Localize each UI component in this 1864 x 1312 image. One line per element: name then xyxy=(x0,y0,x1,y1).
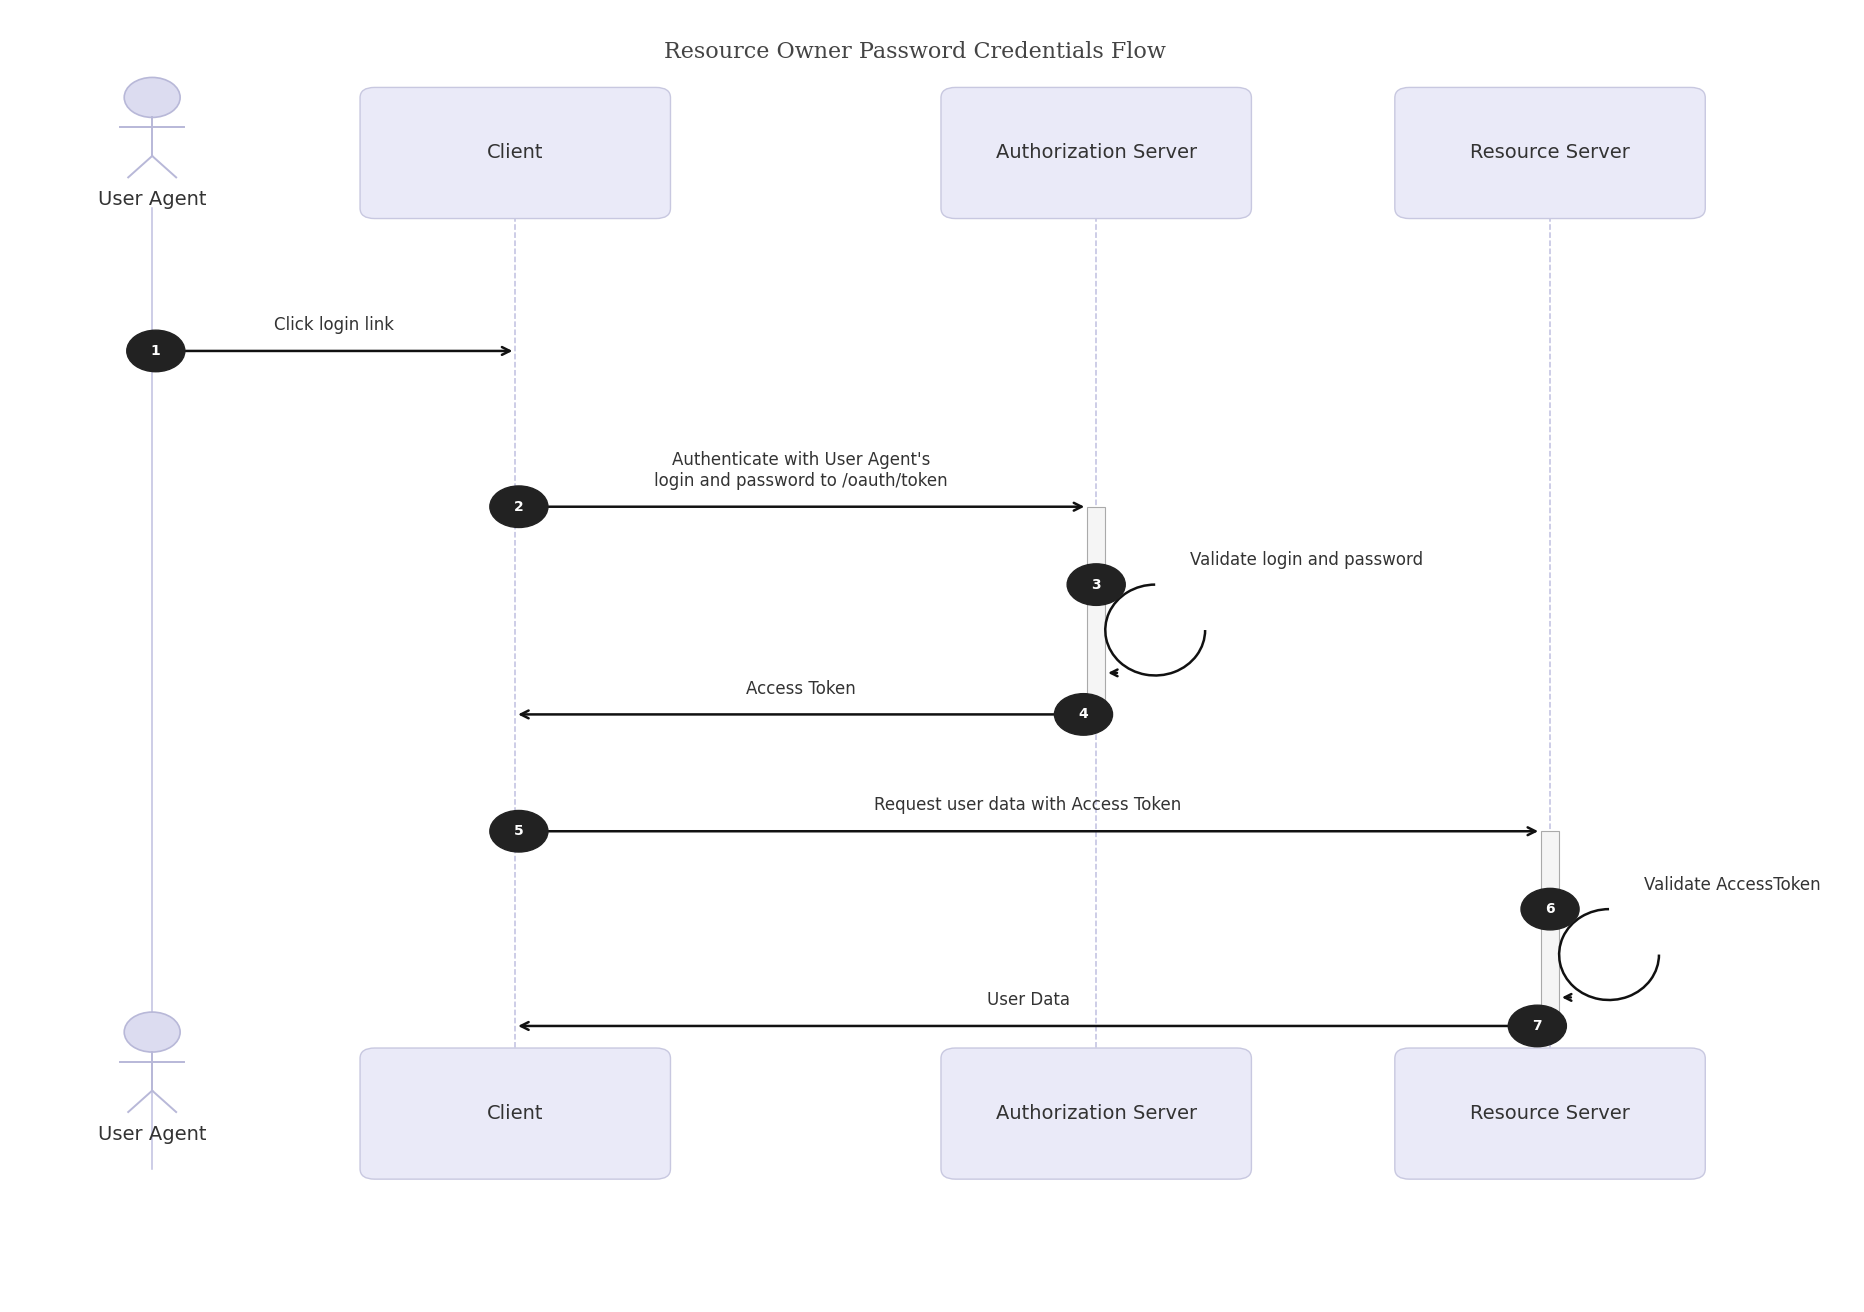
Circle shape xyxy=(125,77,181,117)
Text: Authorization Server: Authorization Server xyxy=(995,143,1197,163)
Circle shape xyxy=(490,485,548,527)
Circle shape xyxy=(1508,1005,1566,1047)
Text: User Agent: User Agent xyxy=(99,1124,207,1144)
FancyBboxPatch shape xyxy=(941,88,1251,219)
Text: Request user data with Access Token: Request user data with Access Token xyxy=(874,796,1182,815)
Text: Validate AccessToken: Validate AccessToken xyxy=(1644,875,1821,893)
FancyBboxPatch shape xyxy=(360,1048,671,1179)
FancyBboxPatch shape xyxy=(360,88,671,219)
FancyBboxPatch shape xyxy=(941,1048,1251,1179)
Circle shape xyxy=(1055,694,1113,735)
Bar xyxy=(1542,832,1558,1026)
Text: 3: 3 xyxy=(1092,577,1102,592)
Text: 1: 1 xyxy=(151,344,160,358)
FancyBboxPatch shape xyxy=(1394,88,1706,219)
Text: Authorization Server: Authorization Server xyxy=(995,1105,1197,1123)
Circle shape xyxy=(125,1012,181,1052)
Circle shape xyxy=(127,331,185,371)
Text: 5: 5 xyxy=(514,824,524,838)
Text: Resource Server: Resource Server xyxy=(1471,1105,1629,1123)
Text: 7: 7 xyxy=(1532,1019,1542,1033)
Text: Validate login and password: Validate login and password xyxy=(1189,551,1424,569)
Circle shape xyxy=(490,811,548,851)
Text: Client: Client xyxy=(487,1105,544,1123)
Text: Access Token: Access Token xyxy=(746,680,856,698)
Text: 4: 4 xyxy=(1079,707,1089,722)
Text: User Agent: User Agent xyxy=(99,190,207,210)
Text: Click login link: Click login link xyxy=(274,316,393,335)
Text: Authenticate with User Agent's
login and password to /oauth/token: Authenticate with User Agent's login and… xyxy=(654,451,949,489)
Text: 6: 6 xyxy=(1545,903,1555,916)
Text: Resource Server: Resource Server xyxy=(1471,143,1629,163)
Circle shape xyxy=(1068,564,1126,605)
Circle shape xyxy=(1521,888,1579,930)
Bar xyxy=(1087,506,1105,715)
Text: User Data: User Data xyxy=(986,991,1070,1009)
FancyBboxPatch shape xyxy=(1394,1048,1706,1179)
Text: Resource Owner Password Credentials Flow: Resource Owner Password Credentials Flow xyxy=(664,42,1165,63)
Text: 2: 2 xyxy=(514,500,524,514)
Text: Client: Client xyxy=(487,143,544,163)
